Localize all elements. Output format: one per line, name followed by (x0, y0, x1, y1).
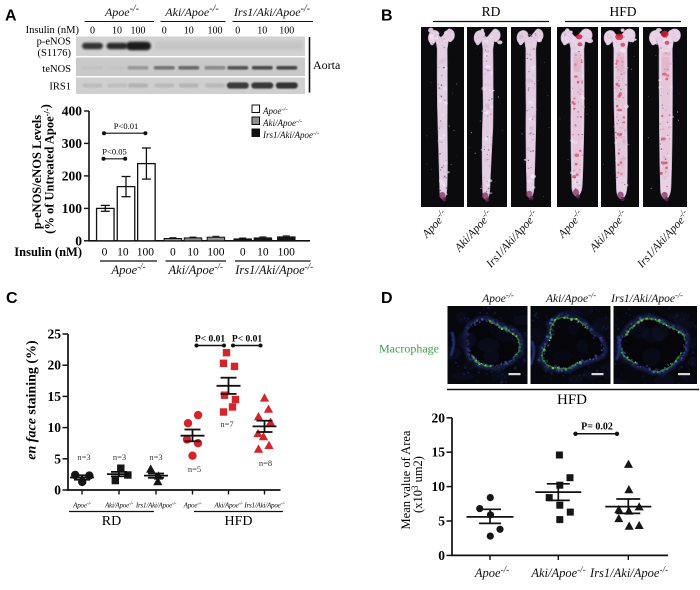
svg-text:p-eNOS: p-eNOS (37, 37, 72, 48)
svg-text:HFD: HFD (609, 4, 636, 19)
svg-text:10: 10 (184, 26, 194, 37)
svg-text:n=5: n=5 (188, 464, 201, 474)
svg-text:D: D (381, 290, 393, 307)
svg-text:20: 20 (432, 410, 446, 425)
svg-text:HFD: HFD (224, 514, 252, 529)
svg-text:P< 0.01: P< 0.01 (195, 335, 225, 345)
svg-text:100: 100 (207, 247, 225, 259)
svg-text:100: 100 (62, 201, 83, 216)
svg-text:25: 25 (48, 327, 62, 342)
svg-text:0: 0 (235, 26, 240, 37)
svg-text:15: 15 (48, 389, 62, 404)
svg-text:Irs1/Aki/Apoe-/-: Irs1/Aki/Apoe-/- (234, 262, 313, 278)
svg-text:P<0.05: P<0.05 (102, 147, 126, 157)
svg-text:0: 0 (240, 247, 246, 259)
svg-text:n=7: n=7 (220, 419, 233, 429)
svg-text:Irs1/Aki/Apoe-/-: Irs1/Aki/Apoe-/- (589, 565, 668, 581)
svg-text:5: 5 (438, 514, 445, 529)
svg-text:B: B (381, 8, 393, 25)
svg-text:10: 10 (48, 420, 62, 435)
svg-text:(x103 um2): (x103 um2) (410, 456, 425, 513)
svg-text:RD: RD (102, 514, 121, 529)
svg-text:P<0.01: P<0.01 (114, 121, 138, 131)
svg-text:300: 300 (62, 136, 83, 151)
svg-text:C: C (6, 290, 18, 307)
svg-text:Irs1/Aki/Apoe-/-: Irs1/Aki/Apoe-/- (610, 291, 683, 305)
svg-text:n=3: n=3 (77, 452, 90, 462)
svg-text:en face staining (%): en face staining (%) (25, 340, 40, 460)
svg-text:0: 0 (102, 247, 108, 259)
svg-text:(S1176): (S1176) (38, 48, 72, 59)
svg-text:10: 10 (432, 479, 446, 494)
svg-text:Insulin (nM): Insulin (nM) (26, 25, 80, 36)
svg-text:0: 0 (54, 483, 61, 498)
svg-text:10: 10 (257, 247, 269, 259)
svg-text:15: 15 (432, 445, 446, 460)
svg-text:0: 0 (162, 26, 167, 37)
svg-text:0: 0 (438, 548, 445, 563)
svg-text:A: A (5, 7, 17, 24)
svg-text:20: 20 (48, 358, 62, 373)
svg-text:Macrophage: Macrophage (379, 342, 439, 356)
svg-text:0: 0 (170, 247, 176, 259)
svg-text:Irs1/Aki/Apoe-/-: Irs1/Aki/Apoe-/- (135, 501, 177, 510)
svg-text:10: 10 (257, 26, 267, 37)
svg-text:400: 400 (62, 104, 83, 119)
svg-text:Insulin (nM): Insulin (nM) (14, 245, 82, 259)
svg-text:100: 100 (279, 26, 294, 37)
svg-text:Irs1/Aki/Apoe-/-: Irs1/Aki/Apoe-/- (262, 130, 319, 140)
svg-text:10: 10 (112, 26, 122, 37)
svg-text:0: 0 (90, 26, 95, 37)
svg-text:100: 100 (137, 247, 155, 259)
svg-text:100: 100 (208, 26, 223, 37)
svg-text:teNOS: teNOS (42, 64, 71, 75)
svg-text:RD: RD (482, 4, 501, 19)
svg-text:5: 5 (54, 451, 61, 466)
svg-text:P< 0.01: P< 0.01 (232, 335, 262, 345)
svg-text:n=3: n=3 (149, 452, 162, 462)
svg-text:Irs1/Aki/Apoe-/-: Irs1/Aki/Apoe-/- (233, 4, 310, 19)
svg-text:n=8: n=8 (259, 458, 272, 468)
svg-text:P= 0.02: P= 0.02 (581, 422, 613, 433)
svg-text:200: 200 (62, 168, 83, 183)
svg-text:HFD: HFD (557, 392, 587, 408)
svg-text:10: 10 (117, 247, 129, 259)
svg-text:10: 10 (187, 247, 199, 259)
svg-text:100: 100 (278, 247, 296, 259)
svg-text:n=3: n=3 (113, 452, 126, 462)
svg-text:IRS1: IRS1 (49, 82, 71, 93)
svg-text:100: 100 (131, 26, 146, 37)
svg-text:Aorta: Aorta (313, 58, 341, 72)
svg-text:Irs1/Aki/Apoe-/-: Irs1/Aki/Apoe-/- (243, 501, 285, 510)
